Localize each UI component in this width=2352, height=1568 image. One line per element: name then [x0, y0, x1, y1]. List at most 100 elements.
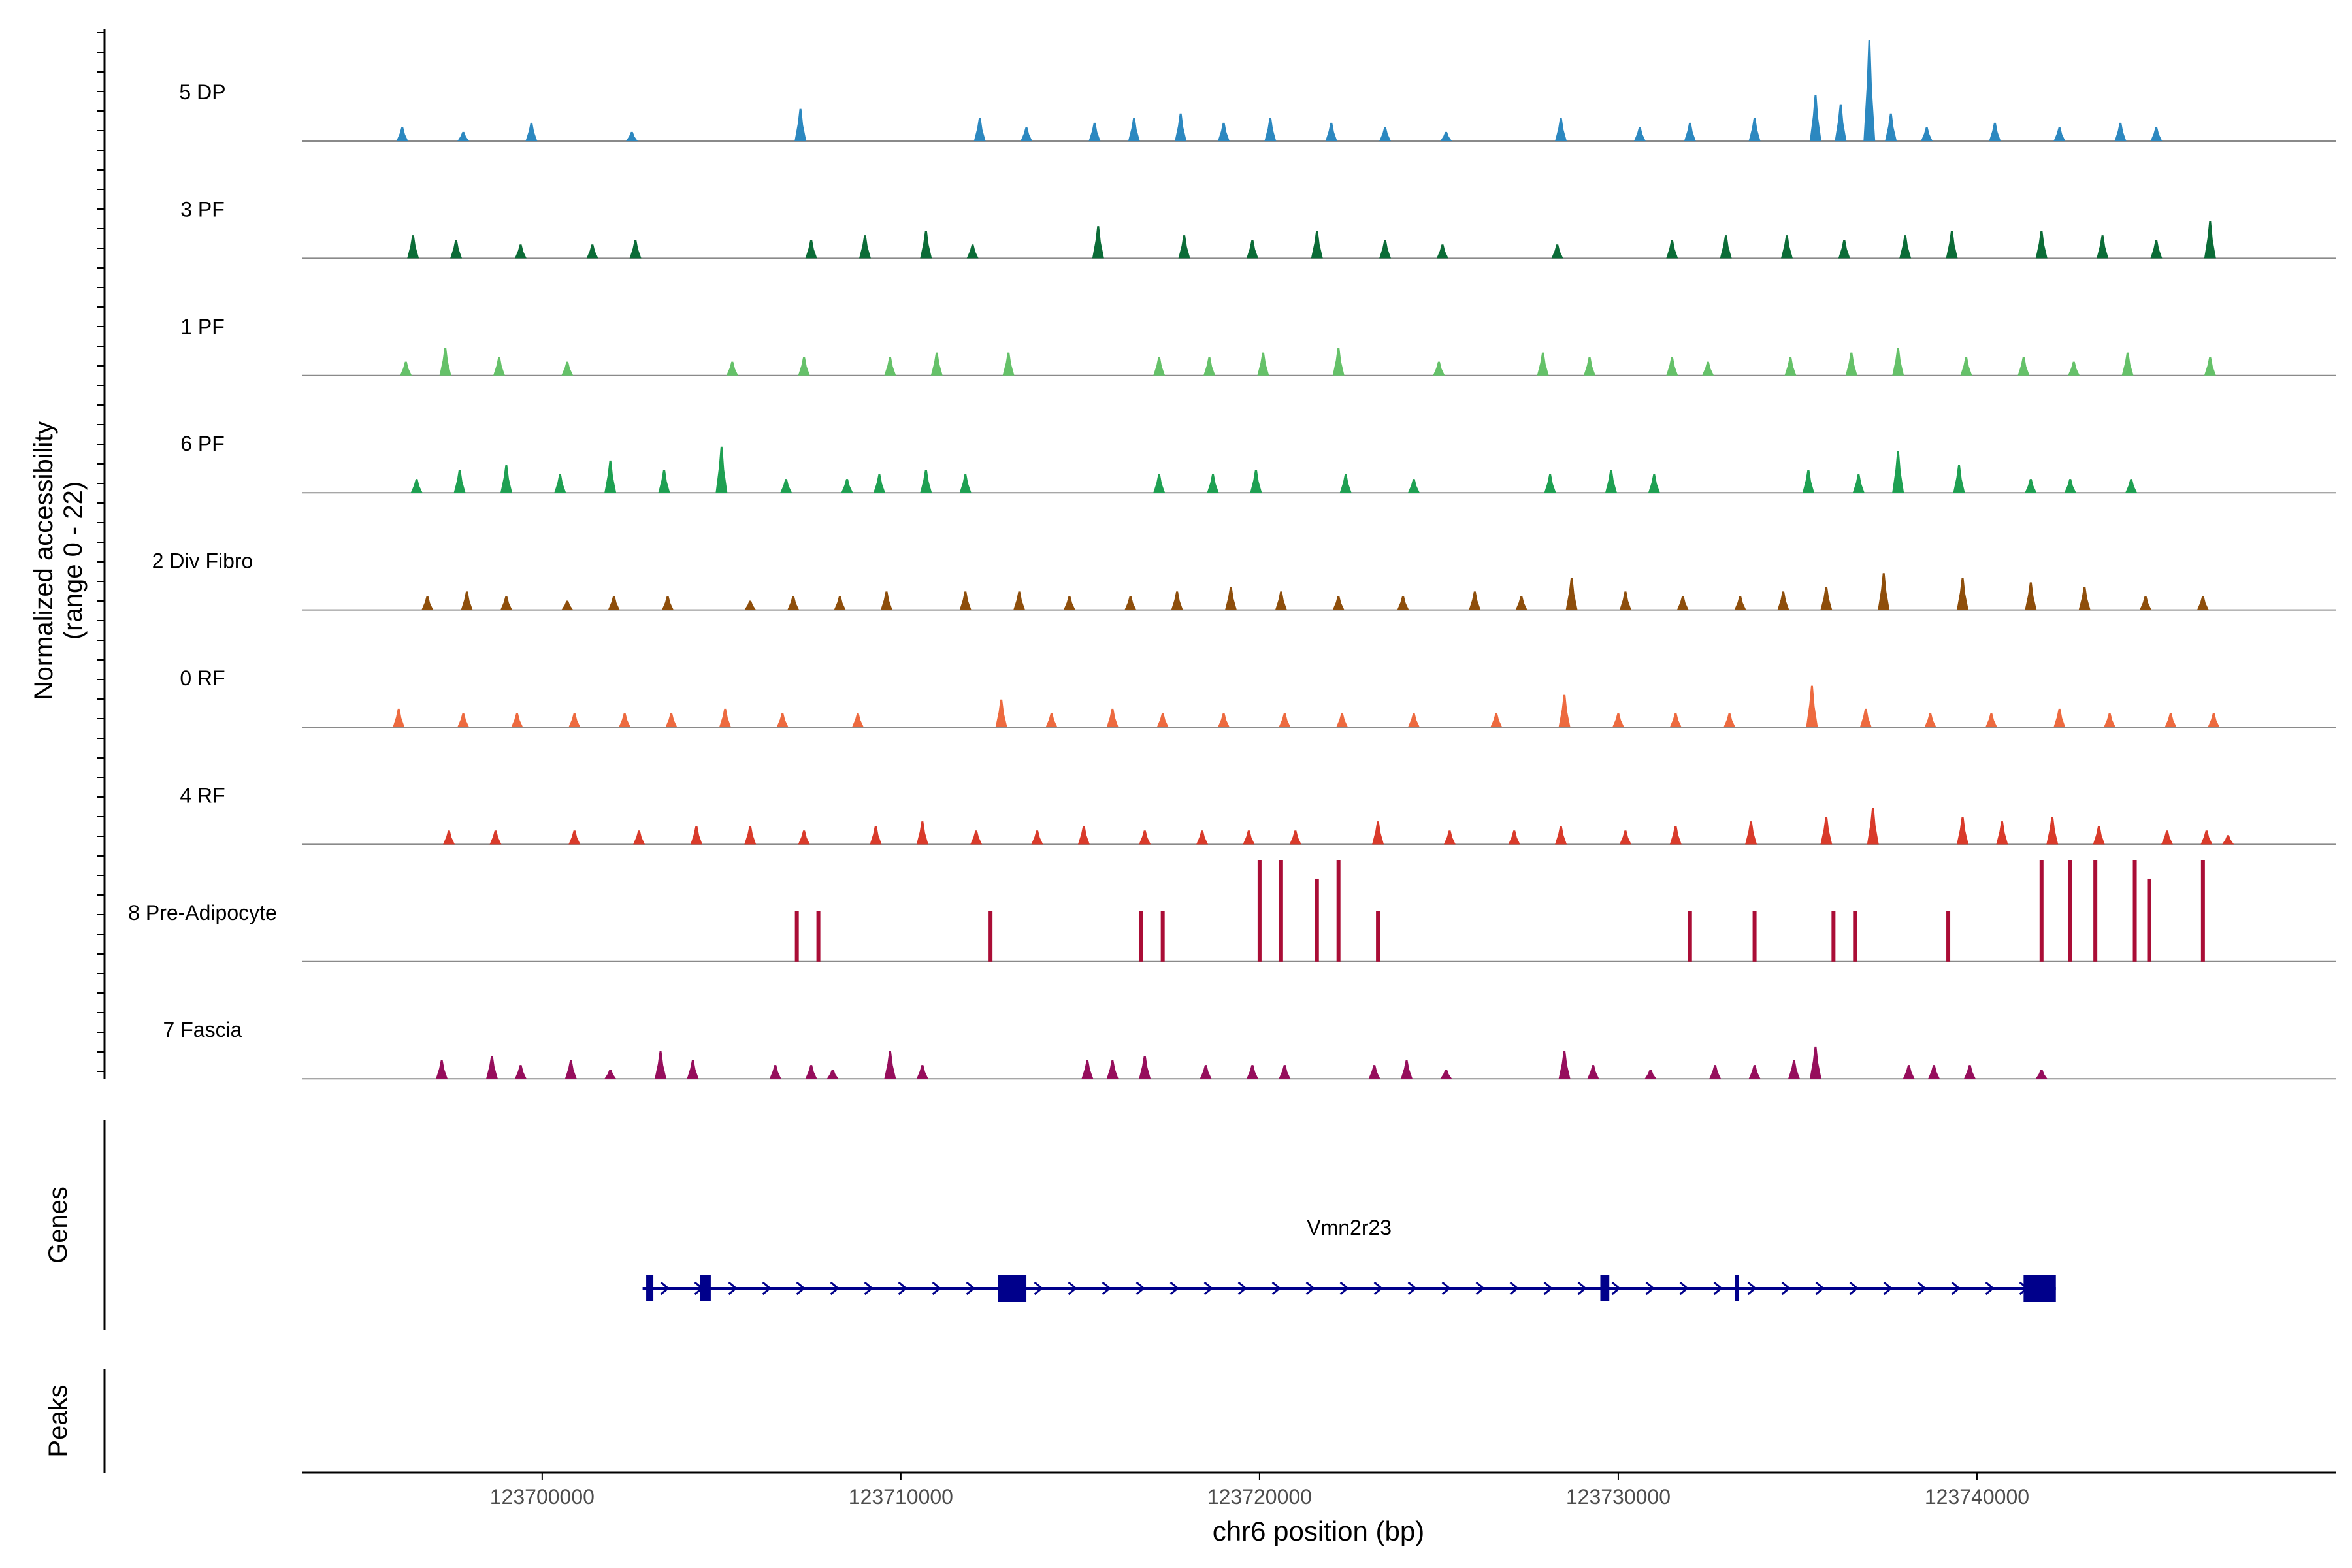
coverage-peak — [1867, 808, 1879, 845]
coverage-peak — [2114, 122, 2127, 141]
coverage-peak — [1440, 131, 1452, 141]
coverage-peak — [776, 713, 789, 727]
coverage-peak — [1031, 830, 1043, 845]
coverage-peak — [1878, 573, 1890, 610]
coverage-peak — [396, 127, 408, 141]
coverage-peak — [2204, 357, 2216, 376]
coverage-peak — [1820, 587, 1833, 610]
strand-arrow — [1271, 1281, 1281, 1296]
strand-arrow — [1951, 1281, 1961, 1296]
strand-arrow — [1815, 1281, 1825, 1296]
strand-arrow — [1475, 1281, 1485, 1296]
coverage-peak — [1612, 713, 1624, 727]
coverage-peak — [1788, 1060, 1800, 1079]
coverage-peak — [920, 469, 932, 493]
coverage-peak — [787, 596, 800, 610]
coverage-peak — [453, 469, 466, 493]
coverage-peak — [1838, 240, 1850, 259]
coverage-peak — [1605, 469, 1617, 493]
coverage-peak — [1835, 104, 1847, 141]
coverage-peak — [2025, 479, 2037, 493]
track-6-pf: 6 PF — [180, 432, 2336, 494]
coverage-peak — [851, 713, 864, 727]
coverage-peak — [1853, 911, 1857, 962]
coverage-peak — [995, 699, 1007, 727]
coverage-peak — [959, 474, 972, 493]
coverage-peak — [1619, 830, 1631, 845]
coverage-peak — [2161, 830, 2173, 845]
gene-exon — [2023, 1275, 2056, 1302]
coverage-peak — [568, 830, 581, 845]
coverage-peak — [457, 131, 470, 141]
coverage-peak — [1311, 231, 1323, 259]
coverage-peak — [1985, 713, 1997, 727]
coverage-peak — [1676, 596, 1689, 610]
coverage-peak — [1669, 826, 1682, 845]
coverage-peak — [794, 911, 799, 962]
coverage-peak — [1720, 235, 1732, 259]
track-8-pre-adipocyte: 8 Pre-Adipocyte — [128, 860, 2336, 962]
coverage-peak — [457, 713, 470, 727]
coverage-peak — [1989, 122, 2001, 141]
track-1-pf: 1 PF — [180, 315, 2336, 376]
coverage-peak — [794, 108, 807, 141]
coverage-peak — [2039, 860, 2044, 962]
coverage-peak — [2035, 231, 2048, 259]
coverage-peak — [1924, 713, 1936, 727]
coverage-peak — [1063, 596, 1075, 610]
coverage-peak — [514, 244, 527, 259]
coverage-peak — [1852, 474, 1865, 493]
coverage-peak — [826, 1070, 839, 1079]
strand-arrow — [1645, 1281, 1655, 1296]
coverage-peak — [658, 469, 670, 493]
coverage-peak — [1734, 596, 1746, 610]
coverage-peak — [1336, 860, 1341, 962]
coverage-peak — [1178, 235, 1190, 259]
track-label: 2 Div Fibro — [152, 549, 253, 573]
coverage-tracks: 5 DP 3 PF 1 PF 6 PF 2 Div Fibro 0 RF 4 RF 8 Pre… — [128, 40, 2336, 1080]
strand-arrow — [1237, 1281, 1247, 1296]
coverage-peak — [1153, 357, 1166, 376]
coverage-peak — [2200, 830, 2213, 845]
coverage-peak — [916, 821, 928, 845]
coverage-peak — [1139, 830, 1151, 845]
track-7-fascia: 7 Fascia — [163, 1018, 2336, 1080]
x-axis-label: chr6 position (bp) — [1213, 1516, 1425, 1546]
coverage-peak — [443, 830, 455, 845]
coverage-peak — [1723, 713, 1736, 727]
coverage-peak — [1246, 1065, 1258, 1079]
coverage-peak — [1436, 244, 1448, 259]
coverage-peak — [2121, 352, 2134, 376]
coverage-peak — [1555, 118, 1567, 141]
strand-arrow — [1611, 1281, 1621, 1296]
coverage-peak — [1139, 911, 1143, 962]
coverage-peak — [1139, 1055, 1151, 1079]
strand-arrow — [1407, 1281, 1417, 1296]
gene-exon — [700, 1275, 711, 1301]
coverage-peak — [1339, 474, 1352, 493]
coverage-peak — [1433, 361, 1445, 376]
coverage-peak — [920, 231, 932, 259]
strand-arrow — [898, 1281, 907, 1296]
coverage-peak — [500, 596, 512, 610]
coverage-peak — [1407, 713, 1420, 727]
coverage-peak — [1802, 469, 1814, 493]
coverage-peak — [1128, 118, 1140, 141]
coverage-peak — [410, 479, 423, 493]
coverage-peak — [2104, 713, 2116, 727]
coverage-peak — [2197, 596, 2209, 610]
strand-arrow — [1849, 1281, 1859, 1296]
coverage-peak — [2068, 860, 2072, 962]
coverage-peak — [1702, 361, 1714, 376]
coverage-peak — [1379, 240, 1392, 259]
coverage-peak — [798, 357, 810, 376]
track-label: 6 PF — [180, 432, 225, 455]
coverage-peak — [2093, 826, 2105, 845]
coverage-peak — [561, 361, 574, 376]
coverage-peak — [1443, 830, 1456, 845]
coverage-peak — [1243, 830, 1255, 845]
coverage-peak — [2025, 582, 2037, 610]
coverage-peak — [884, 357, 896, 376]
coverage-peak — [1957, 578, 1969, 610]
